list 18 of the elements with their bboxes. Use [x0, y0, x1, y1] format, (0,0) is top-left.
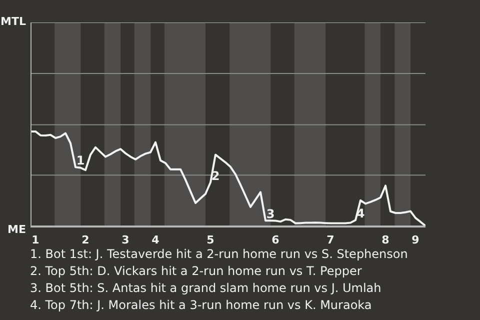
text: MTL: [0, 14, 26, 30]
x-tick-label: 1: [32, 234, 40, 246]
x-tick-label: 4: [152, 234, 160, 246]
x-tick-label: 2: [82, 234, 90, 246]
text: 3. Bot 5th: S. Antas hit a grand slam home run vs J. Umlah: [30, 280, 382, 297]
text: 4. Top 7th: J. Morales hit a 3-run home run vs K. Muraoka: [30, 297, 373, 314]
annotation: 3: [266, 207, 275, 222]
x-tick-label: 5: [206, 234, 214, 246]
annotation: 2: [211, 168, 220, 183]
text: ME: [8, 222, 26, 238]
annotation: 1: [76, 154, 85, 168]
x-tick-label: 6: [272, 234, 280, 246]
x-tick-label: 9: [412, 234, 420, 246]
x-tick-label: 8: [382, 234, 390, 246]
x-tick-label: 3: [122, 234, 130, 246]
x-tick-label: 7: [326, 234, 334, 246]
text: 1. Bot 1st: J. Testaverde hit a 2-run home run vs S. Stephenson: [30, 246, 408, 263]
text: 2. Top 5th: D. Vickars hit a 2-run home run vs T. Pepper: [30, 263, 363, 280]
